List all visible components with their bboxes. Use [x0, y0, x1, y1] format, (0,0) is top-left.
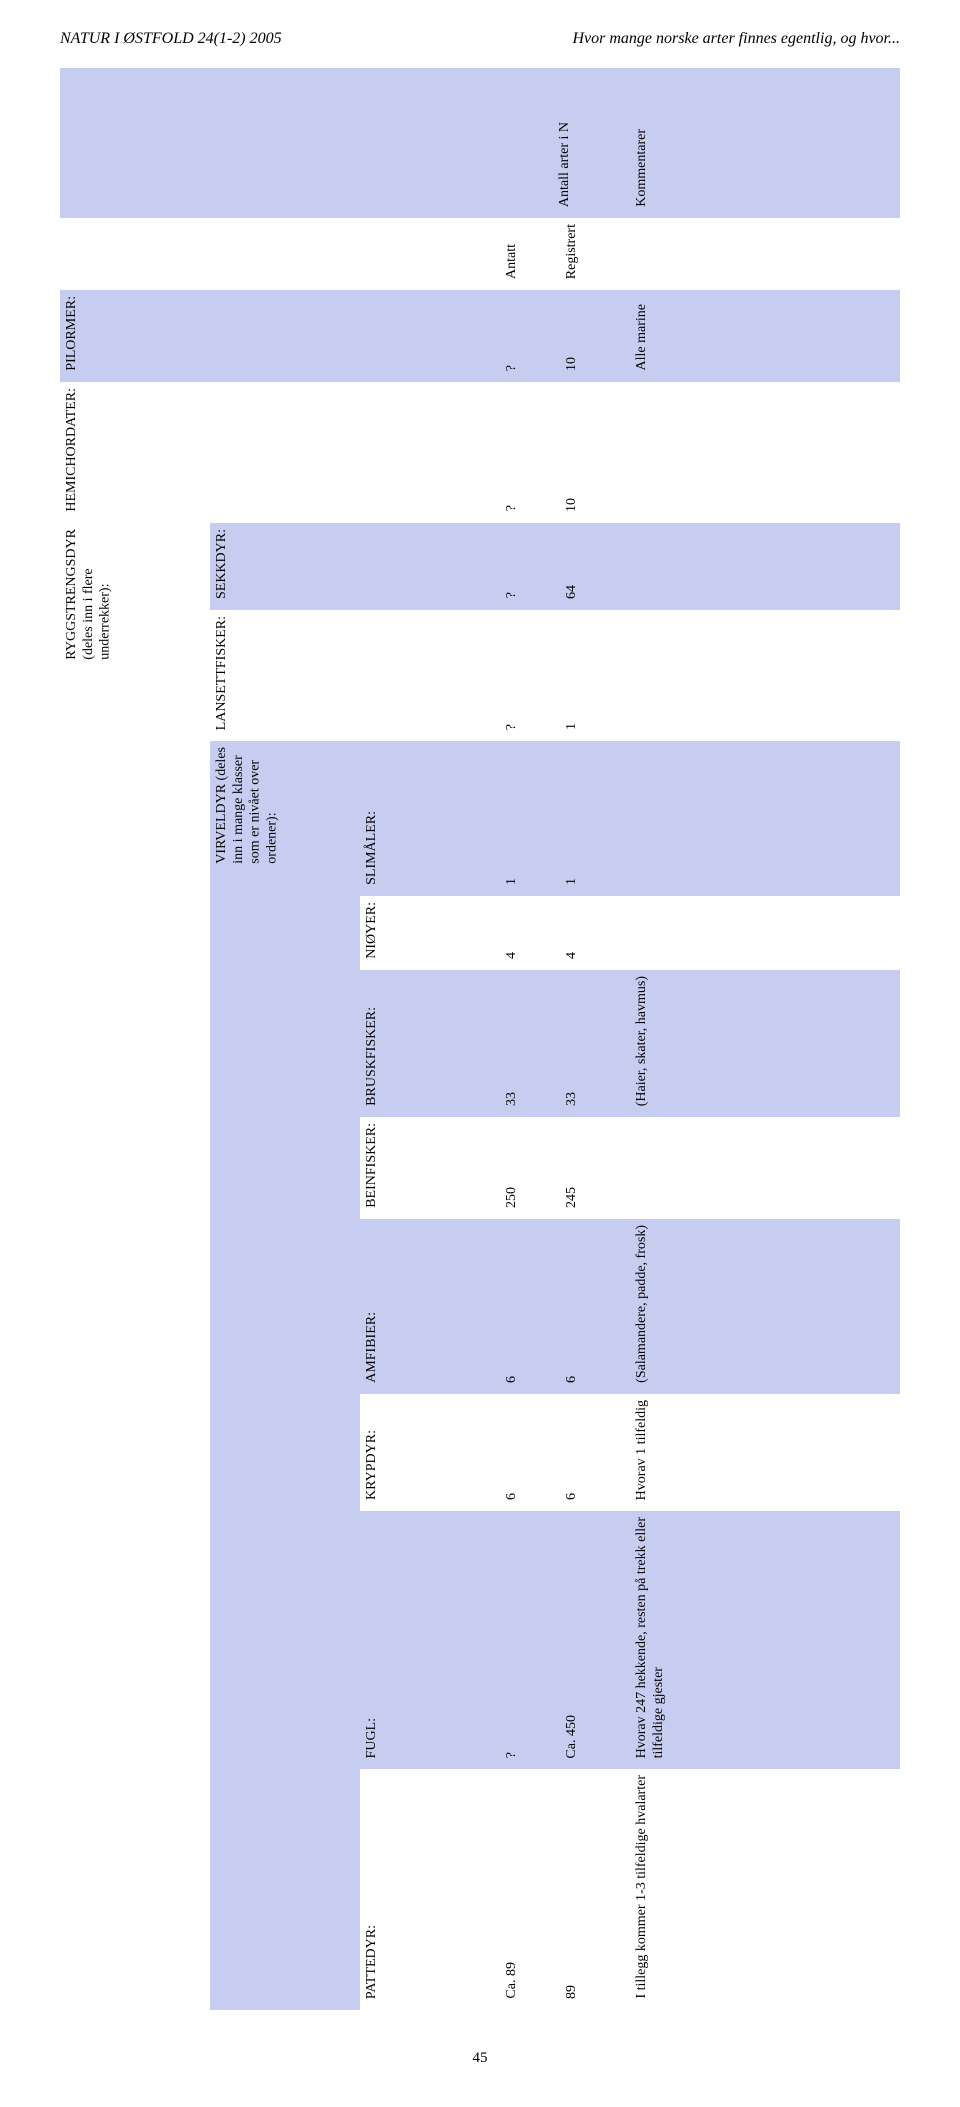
antatt-hemichordater: ? — [504, 505, 519, 511]
antatt-amfibier: 6 — [504, 1376, 519, 1383]
reg-krypdyr: 6 — [564, 1493, 579, 1500]
header-right: Hvor mange norske arter finnes egentlig,… — [572, 30, 900, 48]
row-hemichordater: HEMICHORDATER: ? 10 — [60, 382, 900, 523]
header-left: NATUR I ØSTFOLD 24(1-2) 2005 — [60, 30, 282, 48]
reg-hemichordater: 10 — [564, 498, 579, 512]
label-lansettfisker: LANSETTFISKER: — [214, 616, 229, 730]
row-pilormer: PILORMER: ? 10 Alle marine — [60, 290, 900, 382]
komm-amfibier: (Salamandere, padde, frosk) — [634, 1225, 649, 1383]
label-bruskfisker: BRUSKFISKER: — [364, 1007, 379, 1106]
reg-fugl: Ca. 450 — [564, 1715, 579, 1759]
label-pilormer: PILORMER: — [64, 296, 79, 371]
antatt-krypdyr: 6 — [504, 1493, 519, 1500]
reg-sekkdyr: 64 — [564, 585, 579, 599]
row-sekkdyr: RYGGSTRENGSDYR(deles inn i flereunderrek… — [60, 523, 900, 610]
antatt-beinfisker: 250 — [504, 1187, 519, 1208]
label-slimaaler: SLIMÅLER: — [364, 811, 379, 885]
table-subheader-row: Antatt Registrert — [60, 218, 900, 290]
label-virveldyr: VIRVELDYR (delesinn i mange klassersom e… — [214, 747, 281, 864]
antatt-lansett: ? — [504, 724, 519, 730]
antatt-pattedyr: Ca. 89 — [504, 1962, 519, 1999]
label-pattedyr: PATTEDYR: — [364, 1925, 379, 1999]
col-header-antatt: Antatt — [504, 244, 519, 279]
species-table: Antall arter i N Kommentarer Antatt Regi… — [60, 68, 900, 2010]
reg-slimaaler: 1 — [564, 878, 579, 885]
reg-pilormer: 10 — [564, 357, 579, 371]
label-nioyer: NIØYER: — [364, 902, 379, 959]
reg-pattedyr: 89 — [564, 1985, 579, 1999]
reg-bruskfisker: 33 — [564, 1092, 579, 1106]
label-krypdyr: KRYPDYR: — [364, 1430, 379, 1500]
komm-bruskfisker: (Haier, skater, havmus) — [634, 976, 649, 1106]
label-fugl: FUGL: — [364, 1718, 379, 1758]
label-amfibier: AMFIBIER: — [364, 1312, 379, 1383]
komm-pilormer: Alle marine — [634, 304, 649, 370]
col-header-registrert: Registrert — [564, 224, 579, 279]
page-header: NATUR I ØSTFOLD 24(1-2) 2005 Hvor mange … — [60, 30, 900, 48]
col-header-kommentarer: Kommentarer — [634, 129, 649, 207]
reg-amfibier: 6 — [564, 1376, 579, 1383]
antatt-pilormer: ? — [504, 365, 519, 371]
antatt-bruskfisker: 33 — [504, 1092, 519, 1106]
label-ryggstrengsdyr: RYGGSTRENGSDYR(deles inn i flereunderrek… — [64, 529, 114, 660]
col-header-antall: Antall arter i N — [557, 122, 572, 207]
page-number: 45 — [60, 2050, 900, 2067]
table-header-row: Antall arter i N Kommentarer — [60, 68, 900, 218]
reg-lansett: 1 — [564, 723, 579, 730]
antatt-fugl: ? — [504, 1752, 519, 1758]
reg-nioyer: 4 — [564, 952, 579, 959]
komm-pattedyr: I tillegg kommer 1-3 tilfeldige hvalarte… — [634, 1775, 649, 1999]
label-sekkdyr: SEKKDYR: — [214, 529, 229, 599]
antatt-sekkdyr: ? — [504, 592, 519, 598]
komm-fugl: Hvorav 247 hekkende, resten på trekk ell… — [634, 1517, 668, 1758]
label-hemichordater: HEMICHORDATER: — [64, 388, 79, 512]
reg-beinfisker: 245 — [564, 1187, 579, 1208]
label-beinfisker: BEINFISKER: — [364, 1123, 379, 1208]
komm-krypdyr: Hvorav 1 tilfeldig — [634, 1400, 649, 1500]
antatt-slimaaler: 1 — [504, 878, 519, 885]
antatt-nioyer: 4 — [504, 952, 519, 959]
